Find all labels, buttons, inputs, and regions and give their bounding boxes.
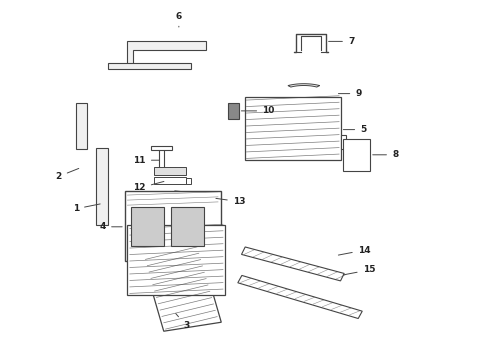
Bar: [173, 191, 211, 201]
Bar: [154, 177, 186, 184]
Text: 6: 6: [176, 12, 182, 27]
Bar: [141, 245, 221, 331]
Bar: [76, 103, 87, 149]
Bar: [228, 103, 239, 119]
Text: 13: 13: [216, 197, 245, 206]
Bar: [171, 207, 204, 246]
Text: 10: 10: [242, 107, 274, 115]
Bar: [238, 275, 362, 319]
Text: 8: 8: [373, 150, 398, 159]
Bar: [108, 63, 191, 69]
Bar: [159, 149, 164, 173]
Bar: [186, 178, 191, 184]
Polygon shape: [288, 84, 319, 87]
Bar: [151, 146, 172, 150]
Polygon shape: [127, 41, 206, 65]
Text: 4: 4: [99, 222, 122, 231]
Bar: [242, 247, 344, 281]
Bar: [96, 148, 108, 225]
Bar: [154, 167, 186, 175]
Text: 9: 9: [339, 89, 362, 98]
Text: 5: 5: [343, 125, 367, 134]
Bar: [127, 225, 225, 295]
Text: 3: 3: [176, 314, 189, 330]
Text: 7: 7: [329, 37, 354, 46]
Text: 15: 15: [343, 266, 375, 275]
Bar: [343, 139, 370, 171]
Text: 11: 11: [133, 156, 159, 165]
Text: 14: 14: [339, 246, 370, 255]
Text: 2: 2: [56, 168, 79, 181]
Bar: [245, 97, 341, 160]
Bar: [341, 135, 346, 149]
Bar: [125, 191, 220, 261]
Bar: [131, 207, 164, 246]
Text: 12: 12: [133, 181, 164, 192]
Text: 1: 1: [73, 204, 100, 213]
